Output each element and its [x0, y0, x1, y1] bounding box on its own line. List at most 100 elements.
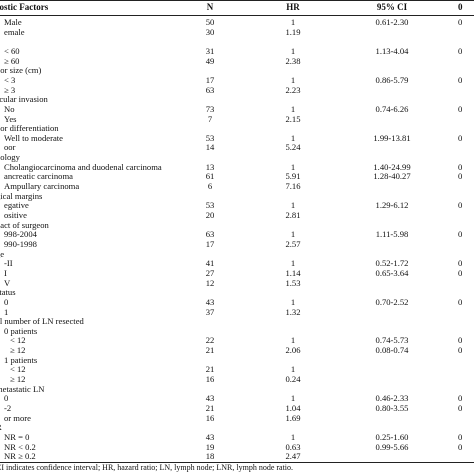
row-hr: 1.32	[285, 306, 301, 317]
row-n: 63	[205, 84, 215, 95]
row-n: 19	[205, 441, 215, 452]
row-ci: 0.25-1.60	[375, 431, 409, 442]
row-ci: 0.08-0.74	[375, 345, 409, 356]
row-label: Yes	[4, 113, 17, 124]
table-row: 998-2004 63 1 1.11-5.98 0	[0, 229, 474, 239]
row-label: NR = 0	[4, 431, 30, 442]
row-p: 0	[458, 161, 463, 172]
row-n: 7	[207, 113, 213, 124]
table-row: ge	[0, 249, 474, 259]
row-p: 0	[458, 393, 463, 404]
row-hr: 5.24	[285, 142, 301, 153]
row-label: ≥ 12	[10, 345, 26, 356]
row-ci: 0.65-3.64	[375, 267, 409, 278]
table-row: oact of surgeon	[0, 220, 474, 230]
header-ci: 95% CI	[376, 2, 408, 12]
row-p: 0	[458, 258, 463, 269]
row-n: 21	[205, 364, 215, 375]
row-hr: 1	[290, 200, 296, 211]
row-hr: 2.06	[285, 345, 301, 356]
row-ci: 1.99-13.81	[373, 132, 411, 143]
row-label: 1 patients	[4, 354, 38, 365]
row-n: 31	[205, 45, 215, 56]
row-n: 73	[205, 103, 215, 114]
row-label: 998-2004	[4, 229, 37, 240]
header-hr: HR	[286, 2, 300, 12]
row-ci: 0.70-2.52	[375, 296, 409, 307]
row-label: oact of surgeon	[0, 219, 49, 230]
row-n: 43	[205, 393, 215, 404]
row-n: 27	[205, 267, 215, 278]
table-row: ≥ 12 21 2.06 0.08-0.74 0	[0, 345, 474, 355]
row-hr: 1.69	[285, 412, 301, 423]
table-row: status	[0, 287, 474, 297]
table-row: -2 21 1.04 0.80-3.55 0	[0, 403, 474, 413]
table-row: or more 16 1.69	[0, 413, 474, 423]
table-row: 1 patients	[0, 355, 474, 365]
row-label: metastatic LN	[0, 383, 45, 394]
table-row: egative 53 1 1.29-6.12 0	[0, 200, 474, 210]
row-hr: 1	[290, 74, 296, 85]
table-row: metastatic LN	[0, 384, 474, 394]
row-ci: 0.61-2.30	[375, 17, 409, 27]
row-hr: 1	[290, 132, 296, 143]
header-factor: gnostic Factors	[0, 2, 49, 12]
table-row: Yes 7 2.15	[0, 114, 474, 124]
row-hr: 0.24	[285, 374, 301, 385]
table-row: < 12 22 1 0.74-5.73 0	[0, 335, 474, 345]
table-row: hology	[0, 152, 474, 162]
table-bottom-rule	[0, 462, 474, 463]
table-row: nor differentiation	[0, 123, 474, 133]
row-label: 0	[4, 296, 9, 307]
row-p: 0	[458, 296, 463, 307]
row-ci: 1.29-6.12	[375, 200, 409, 211]
row-label: Male	[4, 17, 22, 27]
row-label: R	[0, 422, 2, 432]
row-ci: 1.11-5.98	[375, 229, 409, 240]
row-n: 21	[205, 403, 215, 413]
row-n: 53	[205, 132, 215, 143]
row-label: scular invasion	[0, 94, 48, 105]
row-label: V	[4, 277, 11, 288]
row-p: 0	[458, 431, 463, 442]
row-label: ge	[0, 248, 5, 259]
row-n: 17	[205, 74, 215, 85]
row-n: 22	[205, 335, 215, 346]
table-row: 0 43 1 0.70-2.52 0	[0, 297, 474, 307]
table-row: No 73 1 0.74-6.26 0	[0, 104, 474, 114]
row-hr: 1	[290, 161, 296, 172]
row-n: 13	[205, 161, 215, 172]
header-p: 0	[458, 2, 463, 12]
row-label: or more	[4, 412, 31, 423]
row-p: 0	[458, 345, 463, 356]
row-label: nor size (cm)	[0, 65, 42, 76]
row-label: NR < 0.2	[4, 441, 36, 452]
table-row: Well to moderate 53 1 1.99-13.81 0	[0, 133, 474, 143]
row-label: nor differentiation	[0, 123, 59, 134]
table-row: NR ≥ 0.2 18 2.47	[0, 451, 474, 461]
row-hr: 2.47	[285, 451, 301, 462]
row-ci: 0.80-3.55	[375, 403, 409, 413]
row-n: 63	[205, 229, 215, 240]
row-label: ≥ 12	[10, 374, 26, 385]
row-hr: 1	[290, 364, 296, 375]
table-row: < 3 17 1 0.86-5.79 0	[0, 75, 474, 85]
row-ci: 0.74-6.26	[375, 103, 409, 114]
row-ci: 0.99-5.66	[375, 441, 409, 452]
row-p: 0	[458, 171, 463, 182]
row-n: 6	[207, 181, 213, 192]
row-n: 16	[205, 374, 215, 385]
table-row: nor size (cm)	[0, 65, 474, 75]
row-n: 21	[205, 345, 215, 356]
row-hr: 1	[290, 229, 296, 240]
row-label: ositive	[4, 210, 27, 220]
row-hr: 1	[290, 103, 296, 114]
row-hr: 0.63	[285, 441, 301, 452]
table-row: 990-1998 17 2.57	[0, 239, 474, 249]
table-row: V 12 1.53	[0, 278, 474, 288]
row-label: Well to moderate	[4, 132, 63, 143]
row-hr: 1	[290, 17, 296, 27]
table-row: oor 14 5.24	[0, 142, 474, 152]
row-hr: 2.15	[285, 113, 301, 124]
